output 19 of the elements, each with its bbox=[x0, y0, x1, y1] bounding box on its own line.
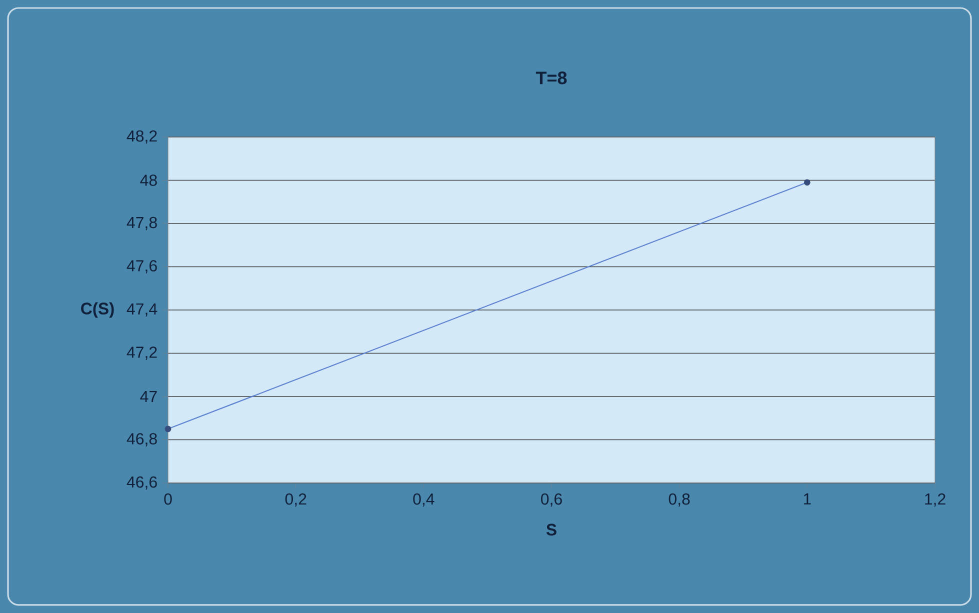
y-tick-label: 46,8 bbox=[126, 433, 157, 446]
x-tick-label: 1,2 bbox=[925, 493, 946, 507]
x-axis-title: S bbox=[546, 524, 556, 536]
y-tick-label: 48 bbox=[140, 174, 157, 186]
x-tick-label: 0,4 bbox=[413, 493, 434, 507]
chart-title: T=8 bbox=[536, 72, 567, 84]
x-tick-label: 1 bbox=[804, 493, 811, 504]
x-tick-label: 0,8 bbox=[668, 493, 690, 507]
y-axis-title: C(S) bbox=[81, 302, 114, 318]
y-tick-label: 47 bbox=[140, 390, 157, 402]
y-tick-label: 47,6 bbox=[126, 260, 157, 274]
y-tick-label: 47,2 bbox=[126, 346, 157, 360]
y-tick-label: 47,8 bbox=[126, 216, 157, 230]
y-tick-label: 48,2 bbox=[126, 130, 157, 144]
y-tick-label: 47,4 bbox=[126, 303, 158, 317]
x-tick-label: 0 bbox=[164, 493, 172, 505]
y-tick-label: 46,6 bbox=[126, 476, 157, 490]
x-tick-label: 0,6 bbox=[541, 493, 562, 507]
x-tick-label: 0,2 bbox=[285, 493, 306, 507]
